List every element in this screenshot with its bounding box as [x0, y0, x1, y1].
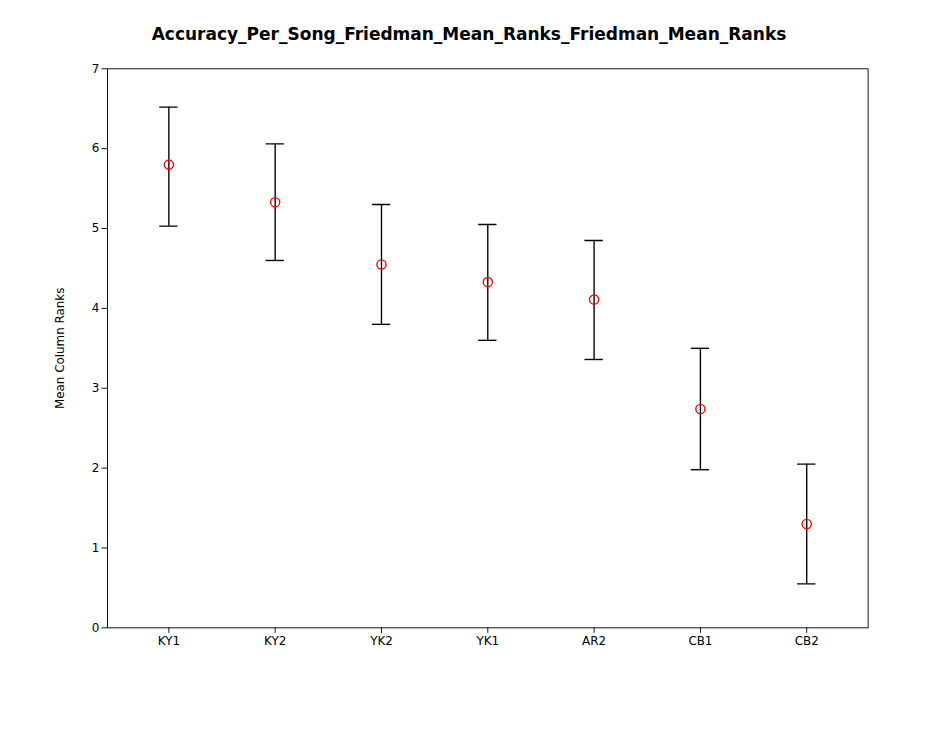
- svg-text:KY2: KY2: [264, 634, 286, 648]
- svg-text:YK1: YK1: [475, 634, 499, 648]
- svg-text:0: 0: [92, 621, 100, 635]
- svg-text:7: 7: [92, 62, 100, 76]
- svg-text:6: 6: [92, 141, 100, 155]
- svg-text:5: 5: [92, 221, 100, 235]
- svg-text:1: 1: [92, 541, 100, 555]
- svg-text:2: 2: [92, 461, 100, 475]
- svg-text:YK2: YK2: [369, 634, 393, 648]
- svg-text:3: 3: [92, 381, 100, 395]
- svg-text:CB2: CB2: [795, 634, 819, 648]
- html-text:Accuracy_Per_Song_Friedman_Mea: Accuracy_Per_Song_Friedman_Mean_Ranks_Fr…: [151, 24, 787, 44]
- svg-text:4: 4: [92, 301, 100, 315]
- svg-text:CB1: CB1: [688, 634, 712, 648]
- svg-text:Mean Column Ranks: Mean Column Ranks: [53, 288, 67, 410]
- svg-text:KY1: KY1: [158, 634, 180, 648]
- svg-text:AR2: AR2: [582, 634, 606, 648]
